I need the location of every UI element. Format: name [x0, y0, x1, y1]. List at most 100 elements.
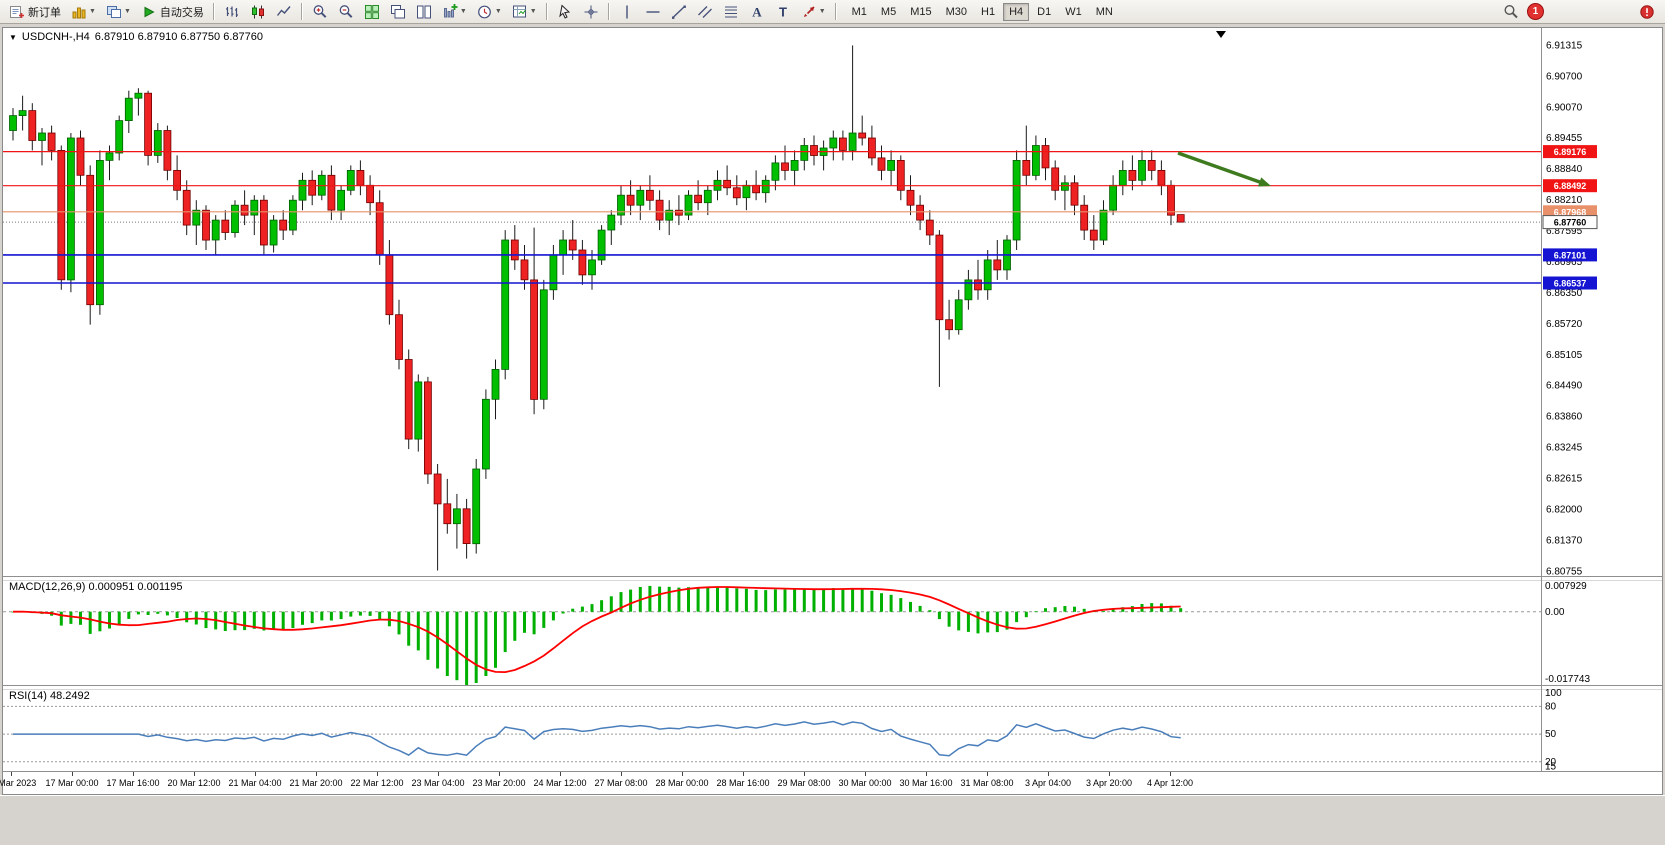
- trend-arrow-annotation[interactable]: [1177, 151, 1271, 187]
- macd-signal-line: [12, 586, 1181, 674]
- fibonacci-button[interactable]: [719, 1, 743, 23]
- macd-panel[interactable]: 0.007929 0.00 -0.017743 MACD(12,26,9) 0.00…: [3, 579, 1662, 685]
- chart-expand-icon[interactable]: ▼: [9, 32, 17, 42]
- tile-vertical-button[interactable]: [412, 1, 436, 23]
- search-icon[interactable]: [1499, 1, 1523, 23]
- chart-window[interactable]: 6.91315 6.90700 6.90070 6.89455 6.88840 6.882…: [0, 27, 1663, 795]
- horizontal-line-button[interactable]: [641, 1, 665, 23]
- time-label: 4 Apr 12:00: [1146, 778, 1194, 788]
- new-chart-button[interactable]: ▼: [438, 1, 471, 23]
- chevron-down-icon: ▼: [494, 8, 502, 15]
- time-tick: [377, 772, 378, 776]
- vertical-line-button[interactable]: [615, 1, 639, 23]
- svg-text:6.86537: 6.86537: [1554, 279, 1587, 289]
- time-tick: [987, 772, 988, 776]
- time-label: 27 Mar 08:00: [594, 778, 648, 788]
- cascade-windows-button[interactable]: [386, 1, 410, 23]
- time-tick: [316, 772, 317, 776]
- svg-text:0.00: 0.00: [1545, 607, 1565, 618]
- time-label: 17 Mar 00:00: [45, 778, 99, 788]
- crosshair-button[interactable]: [579, 1, 603, 23]
- timeframe-w1[interactable]: W1: [1065, 5, 1082, 18]
- toolbar: 新订单 ▼ ▼ 自动交易 ▼ ▼ ▼ A T ▼ M1 M5 M15 M30 H1 H4 D1 W1 MN 1: [0, 0, 1665, 24]
- auto-trading-button[interactable]: 自动交易: [137, 1, 208, 23]
- new-order-button[interactable]: 新订单: [5, 1, 65, 23]
- chevron-down-icon: ▼: [529, 8, 537, 15]
- toolbar-separator: [607, 3, 610, 20]
- candlestick-chart[interactable]: 6.91315 6.90700 6.90070 6.89455 6.88840 6.882…: [3, 28, 1662, 577]
- svg-text:A: A: [752, 4, 762, 19]
- time-tick: [743, 772, 744, 776]
- label-button[interactable]: T: [771, 1, 795, 23]
- zoom-out-button[interactable]: [334, 1, 358, 23]
- svg-text:T: T: [779, 4, 787, 19]
- profiles-icon[interactable]: ▼: [102, 1, 135, 23]
- bar-chart-button[interactable]: [220, 1, 244, 23]
- period-button[interactable]: ▼: [473, 1, 506, 23]
- charts-menu-icon[interactable]: ▼: [67, 1, 100, 23]
- time-label: 30 Mar 00:00: [838, 778, 892, 788]
- time-tick: [621, 772, 622, 776]
- svg-text:6.83860: 6.83860: [1546, 412, 1583, 423]
- timeframe-m1[interactable]: M1: [851, 5, 867, 18]
- rsi-label: RSI(14) 48.2492: [9, 690, 90, 702]
- timeframe-m5[interactable]: M5: [880, 5, 897, 18]
- macd-label: MACD(12,26,9) 0.000951 0.001195: [9, 581, 183, 593]
- svg-text:15: 15: [1545, 761, 1557, 771]
- time-label: 3 Apr 04:00: [1024, 778, 1072, 788]
- panel-separator[interactable]: [3, 685, 1662, 690]
- svg-text:6.86965: 6.86965: [1546, 257, 1583, 268]
- line-chart-button[interactable]: [272, 1, 296, 23]
- cursor-button[interactable]: [553, 1, 577, 23]
- svg-text:80: 80: [1545, 701, 1557, 712]
- svg-text:6.84490: 6.84490: [1546, 380, 1583, 391]
- macd-chart[interactable]: 0.007929 0.00 -0.017743: [3, 579, 1662, 685]
- svg-text:6.88210: 6.88210: [1546, 195, 1583, 206]
- chart-ohlc-label: 6.87910 6.87910 6.87750 6.87760: [94, 31, 263, 43]
- svg-text:6.82615: 6.82615: [1546, 474, 1583, 485]
- time-label: 21 Mar 04:00: [228, 778, 282, 788]
- notification-badge[interactable]: 1: [1527, 3, 1544, 20]
- time-label: 24 Mar 12:00: [533, 778, 587, 788]
- timeframe-d1[interactable]: D1: [1037, 5, 1052, 18]
- svg-text:6.87101: 6.87101: [1554, 250, 1587, 260]
- svg-text:6.88492: 6.88492: [1554, 181, 1587, 191]
- time-tick: [865, 772, 866, 776]
- arrows-button[interactable]: ▼: [797, 1, 830, 23]
- time-label: 21 Mar 20:00: [289, 778, 343, 788]
- panel-separator[interactable]: [3, 576, 1662, 581]
- timeframe-m15[interactable]: M15: [910, 5, 932, 18]
- zoom-in-button[interactable]: [308, 1, 332, 23]
- timeframe-mn[interactable]: MN: [1095, 5, 1113, 18]
- time-axis[interactable]: 16 Mar 2023 17 Mar 00:00 17 Mar 16:00 20 Ma…: [0, 772, 1662, 794]
- rsi-panel[interactable]: 100 80 50 20 15 RSI(14) 48.2492: [3, 688, 1662, 772]
- svg-text:6.87595: 6.87595: [1546, 226, 1583, 237]
- trendline-button[interactable]: [667, 1, 691, 23]
- channel-button[interactable]: [693, 1, 717, 23]
- time-label: 29 Mar 08:00: [777, 778, 831, 788]
- timeframe-m30[interactable]: M30: [945, 5, 967, 18]
- svg-text:20: 20: [1545, 757, 1557, 768]
- price-chart[interactable]: 6.91315 6.90700 6.90070 6.89455 6.88840 6.882…: [3, 28, 1662, 577]
- axis-separator: [3, 771, 1662, 772]
- level-lines[interactable]: 6.89176 6.88492 6.87968 6.87101 6.86537: [3, 145, 1597, 290]
- templates-button[interactable]: ▼: [508, 1, 541, 23]
- current-price-tag: [1542, 215, 1598, 230]
- time-tick: [682, 772, 683, 776]
- time-label: 17 Mar 16:00: [106, 778, 160, 788]
- timeframe-h1[interactable]: H1: [981, 5, 996, 18]
- chart-shift-marker[interactable]: [1216, 31, 1226, 38]
- timeframe-h4[interactable]: H4: [1003, 2, 1030, 21]
- time-tick: [560, 772, 561, 776]
- chevron-down-icon: ▼: [818, 8, 826, 15]
- tile-windows-button[interactable]: [360, 1, 384, 23]
- text-button[interactable]: A: [745, 1, 769, 23]
- chevron-down-icon: ▼: [123, 8, 131, 15]
- time-tick: [1048, 772, 1049, 776]
- candlestick-chart-button[interactable]: [246, 1, 270, 23]
- time-label: 30 Mar 16:00: [899, 778, 953, 788]
- time-label: 31 Mar 08:00: [960, 778, 1014, 788]
- alert-icon[interactable]: [1635, 1, 1659, 23]
